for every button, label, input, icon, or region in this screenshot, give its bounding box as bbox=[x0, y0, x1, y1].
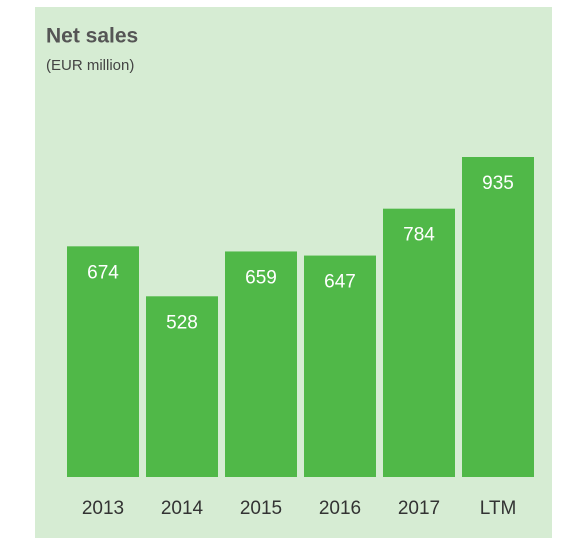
x-tick-label: 2017 bbox=[398, 498, 440, 519]
x-tick-label: 2015 bbox=[240, 498, 282, 519]
bar bbox=[225, 251, 297, 477]
bar bbox=[67, 246, 139, 477]
bar bbox=[462, 157, 534, 477]
bar bbox=[146, 296, 218, 477]
bar bbox=[304, 255, 376, 477]
chart-subtitle: (EUR million) bbox=[46, 57, 134, 74]
value-label: 659 bbox=[245, 267, 277, 288]
x-tick-label: 2014 bbox=[161, 498, 204, 519]
chart-title: Net sales bbox=[46, 25, 138, 48]
x-tick-label: 2013 bbox=[82, 498, 124, 519]
value-label: 528 bbox=[166, 312, 198, 333]
x-tick-label: LTM bbox=[480, 498, 517, 519]
bar bbox=[383, 208, 455, 477]
value-label: 935 bbox=[482, 173, 514, 194]
value-label: 784 bbox=[403, 225, 435, 246]
value-label: 647 bbox=[324, 272, 356, 293]
x-tick-label: 2016 bbox=[319, 498, 361, 519]
value-label: 674 bbox=[87, 262, 119, 283]
